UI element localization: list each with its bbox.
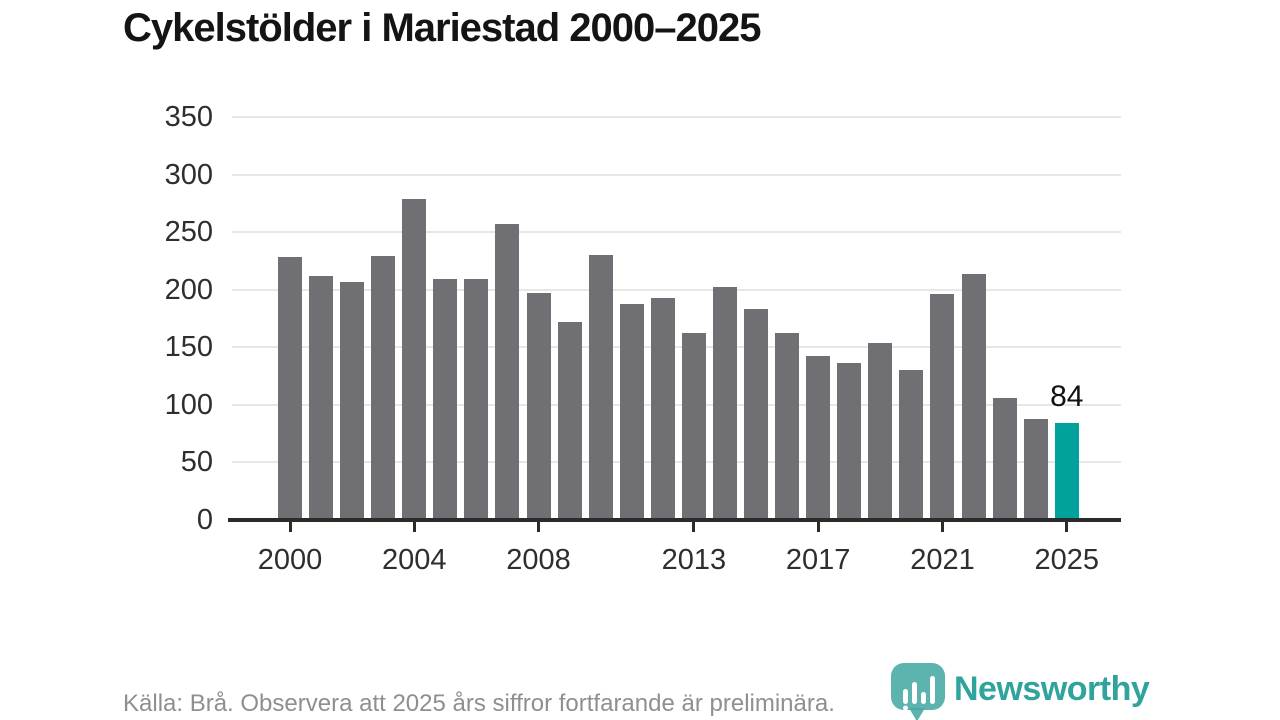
x-axis-label-2013: 2013 [661, 544, 727, 576]
bar-2001 [309, 275, 334, 520]
bar-2010 [588, 255, 613, 520]
bar-2000 [278, 257, 302, 520]
newsworthy-logo: Newsworthy [890, 662, 1180, 720]
bar-2005 [433, 279, 458, 520]
gridline-y-350 [232, 116, 1121, 118]
source-note: Källa: Brå. Observera att 2025 års siffr… [123, 690, 835, 717]
bar-2008 [526, 293, 551, 520]
chart-title: Cykelstölder i Mariestad 2000–2025 [123, 6, 762, 50]
bar-2003 [371, 256, 396, 520]
gridline-y-250 [232, 231, 1121, 234]
bar-2017 [806, 356, 831, 520]
y-axis-label-200: 200 [164, 273, 213, 306]
x-axis-label-2017: 2017 [785, 544, 851, 576]
bar-2023 [992, 397, 1017, 520]
y-axis-label-350: 350 [164, 101, 213, 133]
gridline-y-150 [232, 346, 1121, 349]
bar-2014 [712, 287, 737, 520]
bar-2020 [899, 370, 924, 520]
y-axis-label-150: 150 [164, 331, 213, 364]
y-axis-label-300: 300 [164, 158, 213, 191]
x-axis-label-2008: 2008 [506, 544, 571, 576]
x-axis-label-2021: 2021 [910, 544, 975, 576]
bar-2022 [961, 273, 986, 520]
bar-2021 [930, 294, 955, 520]
bar-2012 [650, 297, 675, 520]
y-axis-label-100: 100 [164, 388, 213, 421]
newsworthy-speech-bubble-bar-chart-icon [890, 662, 948, 720]
x-tick-2004 [412, 522, 416, 532]
y-axis-label-0: 0 [196, 504, 213, 536]
x-axis-label-2025: 2025 [1034, 544, 1099, 576]
bar-2025 [1054, 423, 1079, 520]
x-axis-label-2000: 2000 [257, 544, 323, 576]
x-axis-line [228, 518, 1121, 522]
bar-2007 [495, 224, 520, 520]
value-label-2025: 84 [1050, 380, 1084, 414]
bar-2015 [744, 309, 769, 520]
x-tick-2025 [1065, 522, 1069, 532]
bar-2024 [1023, 418, 1048, 520]
bar-2011 [619, 303, 644, 520]
y-axis-label-50: 50 [180, 446, 213, 479]
gridline-y-50 [232, 461, 1121, 464]
newsworthy-wordmark: Newsworthy [954, 670, 1150, 708]
bar-2019 [868, 342, 893, 520]
gridline-y-300 [232, 173, 1121, 176]
x-tick-2013 [692, 522, 696, 532]
x-tick-2000 [288, 522, 292, 532]
x-tick-2021 [940, 522, 944, 532]
bar-2013 [681, 333, 706, 520]
gridline-y-100 [232, 403, 1121, 406]
bar-2004 [402, 198, 427, 520]
x-tick-2017 [816, 522, 820, 532]
bar-2006 [464, 279, 489, 520]
bar-2009 [557, 321, 582, 520]
gridline-y-200 [232, 288, 1121, 291]
bar-2002 [340, 281, 365, 520]
y-axis-label-250: 250 [164, 216, 213, 249]
bar-2016 [775, 333, 800, 520]
bar-2018 [837, 363, 862, 520]
x-tick-2008 [537, 522, 541, 532]
x-axis-label-2004: 2004 [382, 544, 447, 576]
